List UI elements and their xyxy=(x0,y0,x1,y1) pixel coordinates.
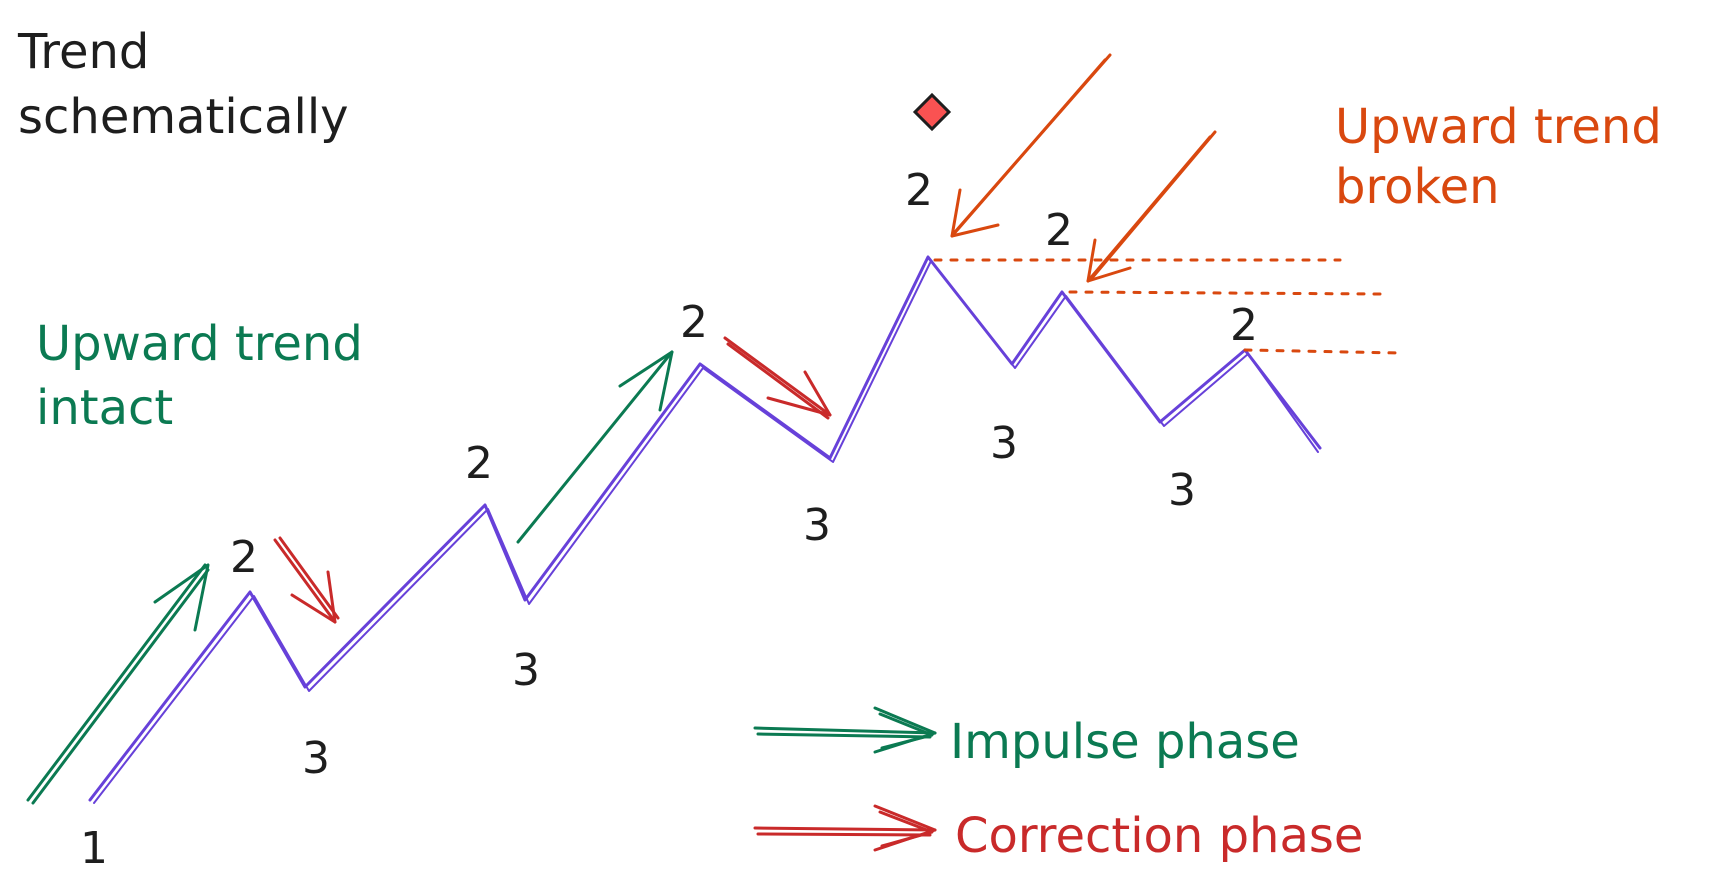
broken-pointer-arrow-2 xyxy=(1086,130,1217,283)
point-label-2-d: 2 xyxy=(905,165,933,216)
title-line-2: schematically xyxy=(18,89,349,145)
correction-arrow-1 xyxy=(273,536,340,624)
point-label-3-e: 3 xyxy=(1168,465,1196,516)
upward-intact-label-line-1: Upward trend xyxy=(36,316,363,372)
point-label-3-d: 3 xyxy=(990,418,1018,469)
legend-impulse-label: Impulse phase xyxy=(950,714,1300,770)
broken-pointer-arrows xyxy=(950,53,1217,283)
dotted-line-2 xyxy=(1068,290,1382,296)
impulse-arrows xyxy=(26,350,674,805)
dotted-line-3 xyxy=(1243,348,1402,355)
broken-pointer-arrow-1 xyxy=(950,53,1112,238)
upward-broken-label-line-1: Upward trend xyxy=(1335,99,1662,155)
upward-intact-label-line-2: intact xyxy=(36,380,173,436)
point-label-2-a: 2 xyxy=(230,532,258,583)
point-label-2-f: 2 xyxy=(1230,300,1258,351)
point-label-3-a: 3 xyxy=(302,733,330,784)
legend-impulse-arrow xyxy=(753,706,937,754)
diamond-icon xyxy=(912,92,952,132)
correction-arrow-2 xyxy=(723,336,832,420)
title-line-1: Trend xyxy=(17,24,149,80)
point-label-1: 1 xyxy=(80,823,108,874)
upward-broken-label-line-2: broken xyxy=(1335,159,1500,215)
point-label-3-b: 3 xyxy=(512,645,540,696)
impulse-arrow-2 xyxy=(516,350,674,544)
correction-arrows xyxy=(273,336,832,624)
broken-trend-dotted-lines xyxy=(933,258,1402,355)
trend-line xyxy=(88,255,1322,804)
point-label-2-c: 2 xyxy=(680,297,708,348)
impulse-arrow-1 xyxy=(26,563,210,805)
legend: Impulse phase Correction phase xyxy=(753,706,1363,864)
legend-correction-label: Correction phase xyxy=(955,808,1363,864)
point-label-2-b: 2 xyxy=(465,438,493,489)
legend-correction-arrow xyxy=(753,804,937,852)
point-label-2-e: 2 xyxy=(1045,205,1073,256)
point-label-3-c: 3 xyxy=(803,500,831,551)
